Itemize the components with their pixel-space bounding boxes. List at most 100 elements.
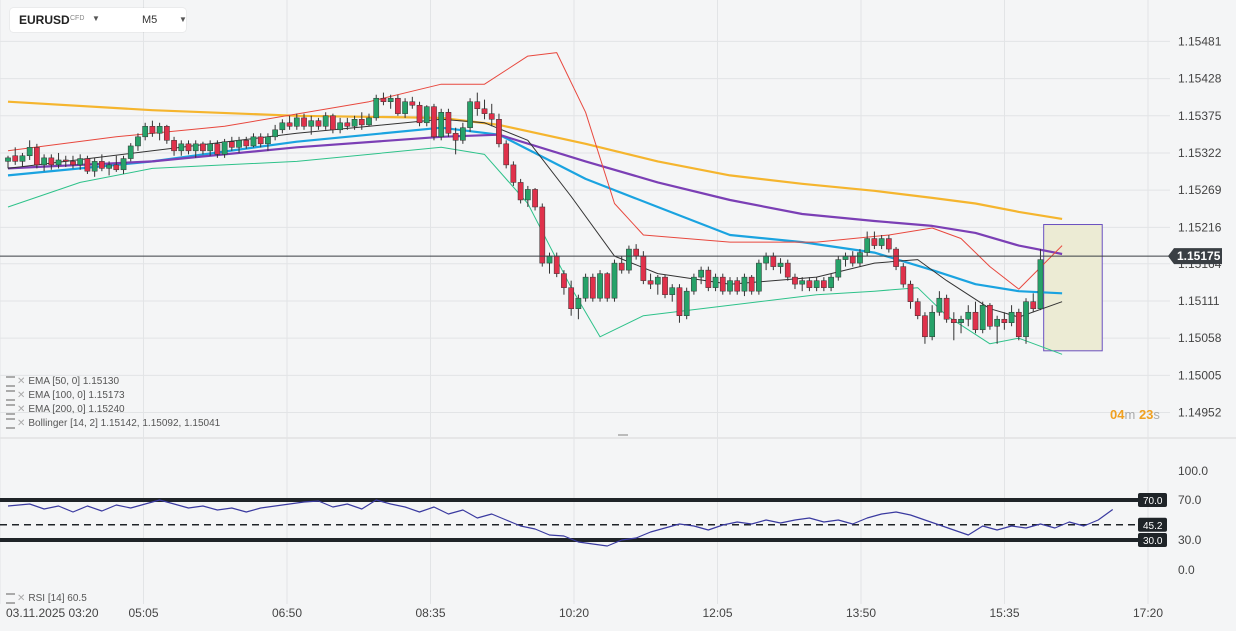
candle-body (236, 140, 242, 148)
candle-body (922, 315, 928, 338)
candle-body (561, 273, 567, 288)
candle-body (286, 122, 293, 127)
candle-body (972, 311, 979, 331)
candle-body (402, 101, 408, 114)
candle-body (171, 140, 177, 152)
candle-body (524, 189, 531, 201)
legend-bollinger[interactable]: ✕ Bollinger [14, 2] 1.15142, 1.15092, 1.1… (6, 417, 220, 431)
menu-icon[interactable] (6, 592, 15, 604)
candle-body (712, 276, 719, 288)
candle-body (604, 273, 611, 299)
candle-body (618, 262, 625, 271)
candle-body (214, 143, 221, 155)
time-tick-label: 17:20 (1133, 606, 1163, 620)
candle-body (431, 106, 437, 138)
highlight-box (1043, 224, 1103, 352)
candle-body (683, 290, 690, 316)
caret-down-icon[interactable]: ▼ (179, 15, 187, 24)
candle-body (322, 115, 329, 127)
candle-body (62, 159, 69, 162)
candle-body (828, 276, 834, 288)
legend-ema50[interactable]: ✕ EMA [50, 0] 1.15130 (6, 375, 119, 389)
candle-body (662, 276, 668, 295)
current-price-label: 1.15175 (1177, 249, 1221, 263)
candle-body (257, 136, 264, 145)
legend-rsi[interactable]: ✕ RSI [14] 60.5 (6, 592, 87, 606)
legend-ema200[interactable]: ✕ EMA [200, 0] 1.15240 (6, 403, 125, 417)
candle-body (763, 255, 769, 264)
time-tick-label: 06:50 (272, 606, 302, 620)
candle-body (481, 108, 488, 114)
candle-body (958, 318, 964, 323)
rsi-badge-lower (1138, 533, 1167, 547)
price-tick-label: 1.15269 (1178, 183, 1222, 197)
candle-body (228, 141, 235, 148)
candle-body (460, 127, 466, 141)
candle-body (192, 143, 199, 152)
candle-body (250, 136, 257, 147)
candle-body (496, 119, 502, 145)
candle-body (293, 117, 300, 127)
symbol-label: EURUSD (19, 13, 70, 27)
rsi-badge-lower-label: 30.0 (1143, 536, 1163, 547)
time-tick-label: 13:50 (846, 606, 876, 620)
close-icon[interactable]: ✕ (17, 404, 26, 415)
menu-icon[interactable] (6, 375, 15, 387)
candle-body (373, 97, 380, 119)
legend-ema100[interactable]: ✕ EMA [100, 0] 1.15173 (6, 389, 125, 403)
candles-group (5, 92, 1044, 344)
candle-body (849, 255, 856, 264)
candle-body (777, 262, 784, 267)
candle-body (200, 143, 206, 152)
candle-body (719, 276, 726, 292)
price-tick-label: 1.15005 (1178, 368, 1222, 382)
candle-body (741, 276, 748, 292)
symbol-selector[interactable]: EURUSD CFD ▼ M5 ▼ (10, 8, 187, 32)
menu-icon[interactable] (6, 417, 15, 429)
candle-body (301, 117, 307, 127)
candle-body (265, 136, 271, 145)
current-price-badge (1168, 248, 1222, 265)
time-tick-label: 03.11.2025 03:20 (6, 606, 99, 620)
timeframe-label[interactable]: M5 (142, 14, 158, 26)
candle-body (77, 158, 84, 166)
candle-body (654, 276, 661, 285)
pane-resize-handle[interactable] (618, 434, 628, 436)
candle-body (517, 182, 524, 201)
candle-body (423, 106, 430, 124)
rsi-tick-label: 100.0 (1178, 464, 1208, 478)
time-tick-label: 08:35 (416, 606, 446, 620)
menu-icon[interactable] (6, 389, 15, 401)
candle-body (488, 113, 495, 120)
candle-body (532, 189, 538, 208)
candle-body (864, 238, 871, 253)
candle-body (553, 255, 560, 274)
caret-down-icon[interactable]: ▼ (92, 14, 100, 23)
candle-body (409, 101, 416, 106)
rsi-badge-upper-label: 70.0 (1143, 496, 1163, 507)
close-icon[interactable]: ✕ (17, 376, 26, 387)
candle-body (907, 283, 914, 302)
candle-body (344, 122, 351, 127)
candle-body (1037, 259, 1044, 309)
rsi-badge-mid-label: 45.2 (1143, 521, 1163, 532)
candle-body (676, 287, 683, 316)
candle-body (452, 133, 459, 141)
close-icon[interactable]: ✕ (17, 390, 26, 401)
candle-body (698, 269, 704, 278)
ema100-line (7, 133, 1063, 256)
close-icon[interactable]: ✕ (17, 418, 26, 429)
price-tick-label: 1.15375 (1178, 109, 1222, 123)
price-tick-label: 1.14952 (1178, 406, 1222, 420)
candle-body (70, 161, 76, 166)
candle-body (1030, 301, 1037, 309)
menu-icon[interactable] (6, 403, 15, 415)
candle-body (885, 238, 892, 250)
candle-body (315, 120, 322, 127)
close-icon[interactable]: ✕ (17, 593, 26, 604)
bollinger-middle-line (7, 118, 1063, 318)
rsi-badge-mid (1138, 517, 1167, 532)
candle-body (979, 304, 986, 331)
